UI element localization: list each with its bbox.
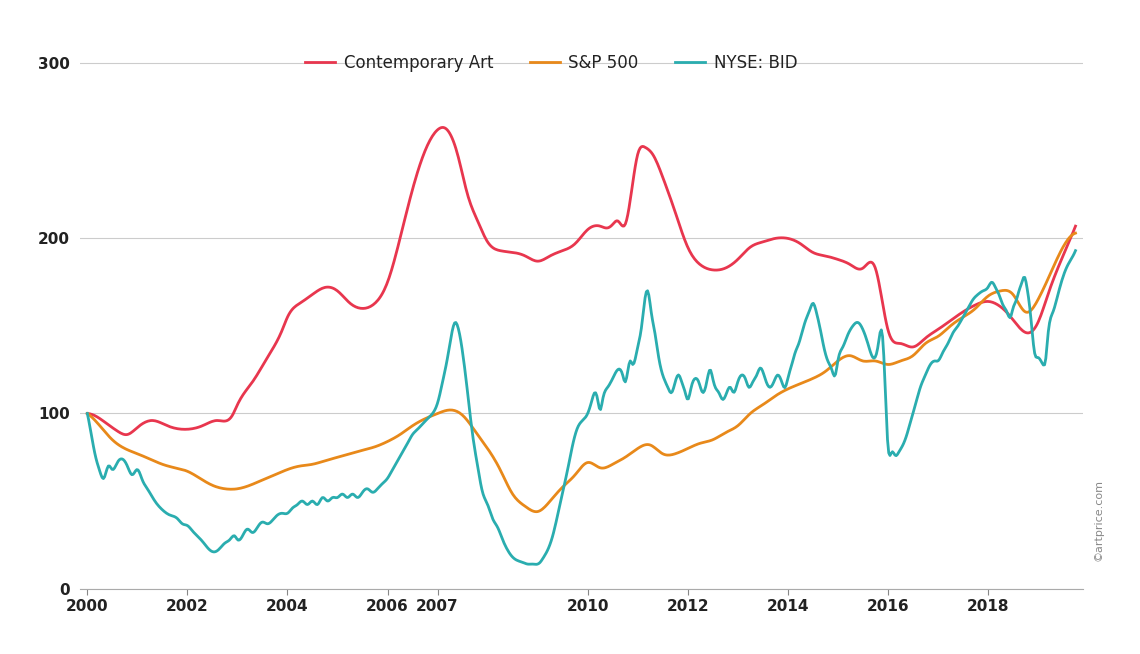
S&P 500 xyxy=(529,508,543,515)
Legend: Contemporary Art, S&P 500, NYSE: BID: Contemporary Art, S&P 500, NYSE: BID xyxy=(306,54,797,72)
NYSE: BID: (2.01e+03, 13.9): BID: (2.01e+03, 13.9) xyxy=(529,560,543,568)
Contemporary Art xyxy=(934,324,947,332)
Contemporary Art xyxy=(683,247,697,255)
Contemporary Art xyxy=(712,266,726,274)
Contemporary Art xyxy=(119,431,132,439)
NYSE: BID: (2e+03, 100): BID: (2e+03, 100) xyxy=(81,409,95,417)
NYSE: BID: (2.02e+03, 131): BID: (2.02e+03, 131) xyxy=(831,356,845,364)
Contemporary Art xyxy=(142,417,156,424)
S&P 500 xyxy=(933,332,946,339)
Line: Contemporary Art: Contemporary Art xyxy=(88,128,1075,435)
Text: ©artprice.com: ©artprice.com xyxy=(1093,479,1104,561)
S&P 500 xyxy=(81,409,95,417)
Line: S&P 500: S&P 500 xyxy=(88,233,1075,511)
Contemporary Art xyxy=(832,256,846,264)
Contemporary Art xyxy=(81,409,95,417)
S&P 500 xyxy=(682,444,695,452)
S&P 500 xyxy=(831,357,845,365)
S&P 500 xyxy=(141,455,155,462)
NYSE: BID: (2.01e+03, 123): BID: (2.01e+03, 123) xyxy=(656,370,669,378)
Contemporary Art xyxy=(657,176,670,184)
Line: NYSE: BID: NYSE: BID xyxy=(88,250,1075,564)
Contemporary Art xyxy=(435,124,449,131)
S&P 500 xyxy=(1068,229,1082,237)
NYSE: BID: (2.02e+03, 193): BID: (2.02e+03, 193) xyxy=(1068,247,1082,254)
NYSE: BID: (2.01e+03, 113): BID: (2.01e+03, 113) xyxy=(711,388,725,396)
Contemporary Art xyxy=(1068,222,1082,230)
NYSE: BID: (2.01e+03, 108): BID: (2.01e+03, 108) xyxy=(682,395,695,403)
S&P 500 xyxy=(656,450,669,458)
NYSE: BID: (2e+03, 56.5): BID: (2e+03, 56.5) xyxy=(141,486,155,494)
NYSE: BID: (2.02e+03, 131): BID: (2.02e+03, 131) xyxy=(933,355,946,363)
S&P 500 xyxy=(711,433,725,441)
